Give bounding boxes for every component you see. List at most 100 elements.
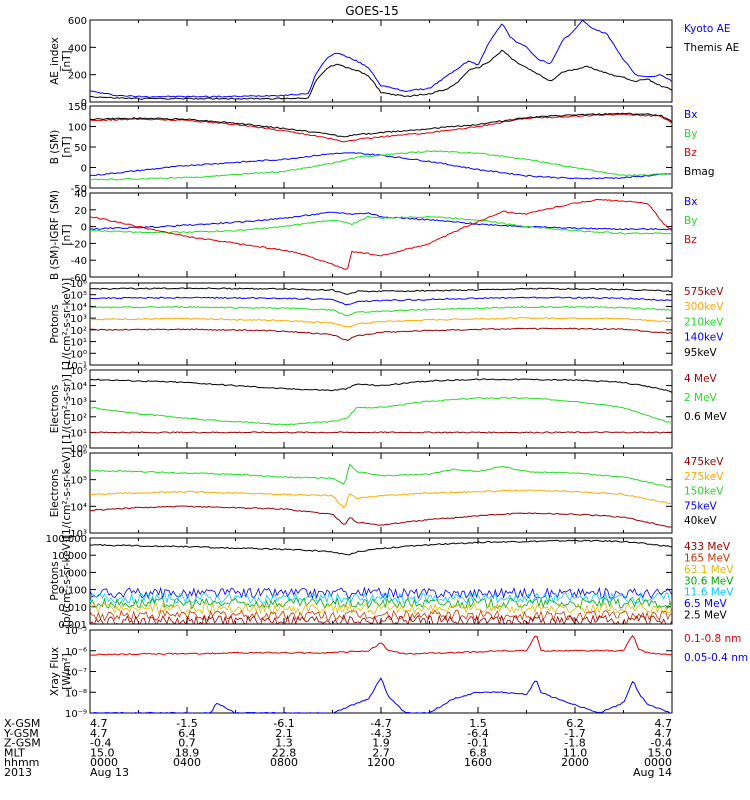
footer-value: 6.4 [178,727,196,740]
y-tick-label: 10⁻⁵ [65,626,87,637]
y-tick-label: 0 [81,223,87,234]
footer-row-label: 2013 [4,766,32,779]
legend-entry: By [684,215,697,227]
series-line-themis-ae [90,49,672,100]
series-line-bz [90,113,672,143]
panel-frame [89,282,673,366]
footer-value: -1.8 [564,737,585,750]
legend-entry: 30.6 MeV [684,575,734,587]
y-tick-label: 10⁴ [70,502,87,513]
y-axis-label: Xray Flux [49,647,61,696]
series-line-by [90,150,672,181]
legend-entry: 6.5 MeV [684,598,728,610]
y-tick-label: 10.000 [52,551,87,562]
y-tick-label: 10⁻⁸ [65,688,87,699]
series-line-150kev [90,505,672,528]
footer-value: 0400 [173,756,201,769]
legend-entry: 40keV [684,515,718,527]
legend-entry: 11.6 MeV [684,587,734,599]
footer-row-label: Z-GSM [4,737,41,750]
y-tick-label: 0 [81,98,87,109]
legend-entry: 575keV [684,286,724,298]
y-tick-label: 50 [74,143,87,154]
panel-protons_mev: 0.001 0.010 0.100 1.000 10.000 100.000 Protons… [46,534,735,631]
y-tick-label: 0.010 [58,603,87,614]
panel-frame [89,19,673,103]
legend-entry: Bz [684,147,697,159]
series-line-11-6-mev [90,591,672,605]
y-tick-label: 10² [70,326,87,337]
panel-xray: 10⁻⁹ 10⁻⁸ 10⁻⁷ 10⁻⁶ 10⁻⁵ Xray Flux [W/m²] 0.1-0… [49,626,748,720]
series-line-by [90,215,672,235]
footer-value: 15.0 [90,746,115,759]
legend-entry: Bx [684,109,697,121]
panel-bsm: -50 0 50 100 150 B (SM) [nT] Bx By Bz Bmag [49,102,715,195]
series-line-2-mev [90,396,672,426]
y-tick-label: 100 [68,123,87,134]
y-tick-label: 600 [68,16,87,27]
panel-electrons_kev: 10³ 10⁴ 10⁵ 10⁶ Electrons [1/(cm²-s-sr-keV)] 4… [49,447,724,540]
footer-value: 1200 [367,756,395,769]
legend-entry: Kyoto AE [684,23,730,35]
series-line-140kev [90,317,672,328]
panel-frame [89,192,673,278]
legend-entry: 165 MeV [684,552,731,564]
y-tick-label: 200 [68,71,87,82]
y-tick-label: 400 [68,43,87,54]
footer-value: Aug 14 [633,766,672,779]
footer-value: 18.9 [175,746,200,759]
legend-entry: 95keV [684,347,718,359]
footer-value: 11.0 [563,746,588,759]
legend-entry: Bmag [684,166,715,178]
panel-electrons_mev: 10⁰ 10¹ 10² 10³ 10⁴ 10⁵ Electrons [1/(cm²-s-sr)… [49,366,728,455]
series-line-bx [90,152,672,180]
y-axis-label: [1/(cm²-s-sr-keV)] [61,447,73,539]
legend-entry: 0.05-0.4 nm [684,652,748,664]
y-axis-label: Protons [49,304,61,343]
legend-entry: 300keV [684,301,724,313]
panel-frame [89,537,673,625]
y-tick-label: -40 [71,256,87,267]
y-axis-label: [nT] [61,224,73,245]
series-line-0-6-mev [90,378,672,393]
y-tick-label: 10² [70,413,87,424]
series-line-4-mev [90,431,672,434]
y-tick-label: 1.000 [58,568,87,579]
series-line-433-mev [90,614,672,624]
y-axis-label: Electrons [49,469,61,518]
footer-row-label: MLT [4,746,25,759]
y-tick-label: 10¹ [70,338,87,349]
y-tick-label: 10⁶ [70,279,87,290]
y-tick-label: 10⁴ [70,302,87,313]
footer-value: -1.5 [176,717,197,730]
orbit-footer: X-GSM 4.7 -1.5 -6.1 -4.7 1.5 6.2 4.7 Y-GSM 4.7 6.4… [3,717,672,779]
footer-value: 4.7 [90,717,108,730]
y-tick-label: 10¹ [70,428,87,439]
y-tick-label: -60 [71,273,87,284]
footer-value: 4.7 [655,717,673,730]
series-line-210kev [90,305,672,317]
footer-value: 1.9 [372,737,390,750]
series-line-475kev [90,463,672,489]
footer-value: 2.7 [372,746,390,759]
series-line-30-6-mev [90,597,672,610]
footer-value: 0000 [644,756,672,769]
series-line-2-5-mev [90,539,672,556]
legend-entry: 275keV [684,471,724,483]
footer-value: -1.7 [564,727,585,740]
legend-entry: 2.5 MeV [684,610,728,622]
y-axis-label: [nT] [61,136,73,157]
footer-value: 4.7 [655,727,673,740]
figure-title: GOES-15 [345,4,399,18]
legend-entry: Bz [684,234,697,246]
footer-value: Aug 13 [90,766,129,779]
y-tick-label: -20 [71,239,87,250]
y-tick-label: 10³ [70,314,87,325]
footer-value: 0.7 [178,737,196,750]
legend-entry: By [684,128,697,140]
legend-entry: 210keV [684,316,724,328]
series-line-bx [90,211,672,231]
y-tick-label: 0 [81,164,87,175]
y-tick-label: 10⁰ [70,444,87,455]
